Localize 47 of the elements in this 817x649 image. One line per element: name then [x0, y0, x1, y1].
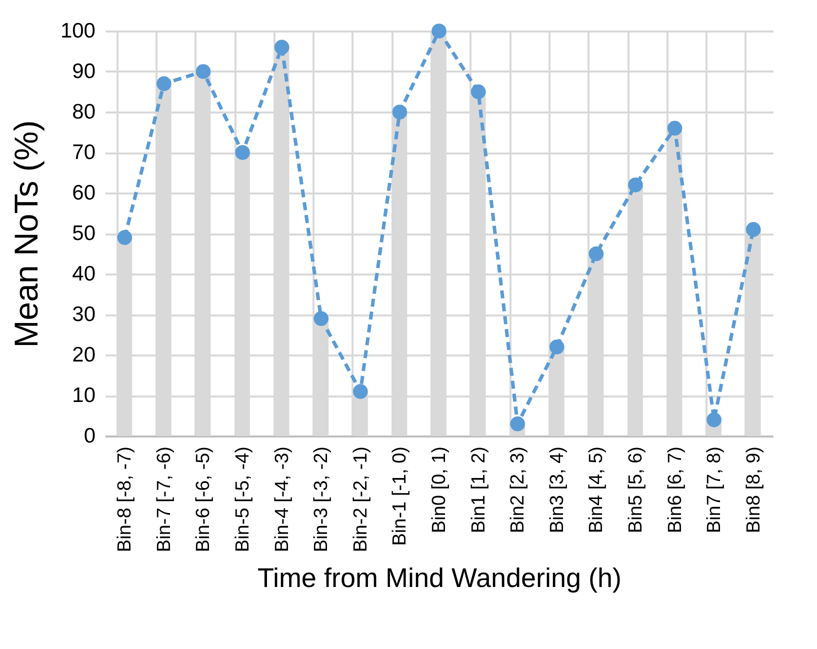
y-tick-label: 30 [72, 303, 96, 326]
x-tick-label: Bin-2 [-2, -1) [350, 446, 372, 552]
point [274, 40, 290, 55]
point [549, 340, 564, 354]
point [235, 145, 250, 160]
y-tick-label: 50 [72, 222, 96, 245]
point [667, 120, 682, 136]
y-tick-label: 100 [60, 20, 96, 42]
y-tick-label: 80 [72, 100, 96, 124]
y-tick-label: 60 [72, 182, 96, 204]
point [510, 416, 526, 432]
point [628, 178, 643, 192]
x-axis-title: Time from Mind Wandering (h) [257, 563, 622, 594]
x-tick-label: Bin7 [7, 8) [704, 446, 726, 534]
x-tick-label: Bin0 [0, 1) [429, 446, 450, 534]
point [470, 84, 486, 100]
x-tick-label: Bin5 [5, 6) [625, 446, 646, 534]
y-tick-label: 0 [84, 424, 96, 448]
point [706, 412, 722, 428]
x-tick-label: Bin-6 [-6, -5) [193, 446, 214, 552]
y-tick-label: 90 [72, 60, 96, 83]
x-tick-label: Bin1 [1, 2) [468, 446, 490, 534]
point [314, 311, 329, 326]
point [392, 104, 408, 120]
x-tick-label: Bin4 [4, 5) [586, 446, 608, 534]
y-axis-title: Mean NoTs (%) [7, 120, 44, 348]
x-tick-label: Bin3 [3, 4) [546, 446, 568, 534]
x-tick-label: Bin8 [8, 9) [743, 446, 764, 534]
x-tick-label: Bin2 [2, 3) [508, 446, 529, 534]
x-tick-label: Bin-8 [-8, -7) [114, 446, 136, 552]
y-tick-label: 70 [72, 141, 96, 164]
y-tick-label: 10 [72, 384, 96, 407]
x-tick-label: Bin6 [6, 7) [664, 446, 686, 534]
point [352, 384, 368, 399]
y-tick-label: 20 [72, 344, 96, 366]
x-tick-label: Bin-7 [-7, -6) [154, 446, 175, 552]
point [588, 246, 604, 262]
y-tick-label: 40 [72, 262, 96, 286]
point [117, 230, 132, 245]
point [196, 64, 211, 79]
x-tick-label: Bin-3 [-3, -2) [311, 446, 332, 552]
x-tick-label: Bin-4 [-4, -3) [272, 446, 293, 552]
x-tick-label: Bin-5 [-5, -4) [232, 446, 254, 552]
x-tick-label: Bin-1 [-1, 0) [390, 446, 411, 546]
point [156, 76, 172, 92]
point [432, 24, 446, 38]
point [746, 222, 761, 237]
